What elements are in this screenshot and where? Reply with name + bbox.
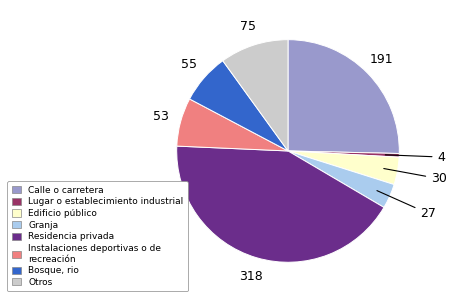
Text: 4: 4 [385,151,446,164]
Wedge shape [288,151,399,157]
Wedge shape [288,151,399,185]
Wedge shape [189,61,288,151]
Text: 30: 30 [384,168,447,185]
Wedge shape [288,40,399,154]
Text: 53: 53 [153,110,169,123]
Text: 75: 75 [239,20,256,33]
Wedge shape [288,151,394,207]
Legend: Calle o carretera, Lugar o establecimiento industrial, Edificio público, Granja,: Calle o carretera, Lugar o establecimien… [7,181,188,292]
Text: 191: 191 [370,53,394,66]
Text: 318: 318 [239,270,263,283]
Text: 27: 27 [377,191,436,220]
Wedge shape [223,40,288,151]
Text: 55: 55 [181,58,197,71]
Wedge shape [177,99,288,151]
Wedge shape [177,146,384,262]
